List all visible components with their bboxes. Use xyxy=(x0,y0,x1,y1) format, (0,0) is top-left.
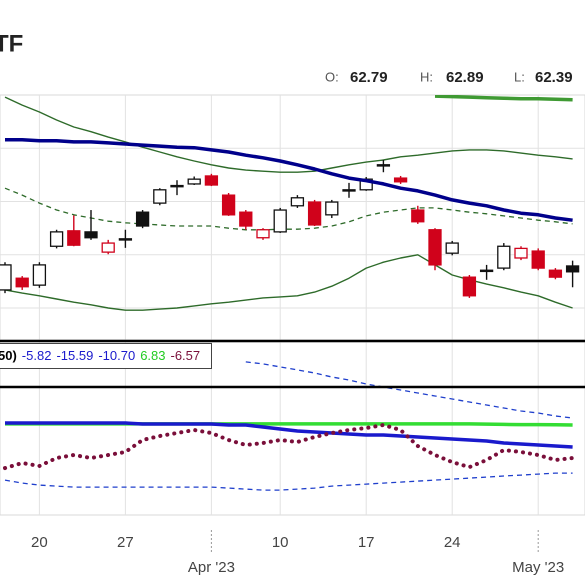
chart-title: TF xyxy=(0,30,23,57)
candle-body xyxy=(565,265,580,273)
candle-body xyxy=(187,178,201,185)
candle-body xyxy=(153,189,167,204)
legend-value: -15.59 xyxy=(56,348,94,363)
candle-body xyxy=(531,250,545,269)
ohlc-value: 62.79 xyxy=(350,69,388,86)
candle-body xyxy=(67,230,81,246)
candle-body xyxy=(497,245,511,269)
x-tick-label: Apr '23 xyxy=(188,559,235,576)
candle-body xyxy=(239,211,253,227)
indicator-line xyxy=(245,361,573,419)
ohlc-value: 62.39 xyxy=(535,69,573,86)
legend-value: 6.83 xyxy=(140,348,166,363)
x-tick-label: 20 xyxy=(31,534,48,551)
legend-value: -5.82 xyxy=(21,348,52,363)
ohlc-label: H: xyxy=(420,69,433,84)
candle-body xyxy=(325,201,339,216)
candle-body xyxy=(445,242,459,254)
indicator-legend: 50) -5.82 -15.59 -10.70 6.83 -6.57 xyxy=(0,343,213,369)
legend-value: -10.70 xyxy=(98,348,136,363)
x-tick-label: May '23 xyxy=(512,559,564,576)
indicator-line xyxy=(5,421,573,449)
overlay-line xyxy=(5,137,573,222)
x-tick-label: 27 xyxy=(117,534,134,551)
price-plot xyxy=(0,95,585,340)
candle-body xyxy=(479,269,494,273)
candle-body xyxy=(118,238,133,241)
candle-body xyxy=(548,269,563,278)
overlay-line xyxy=(4,96,573,173)
candle-body xyxy=(393,177,408,183)
candle-body xyxy=(428,229,442,266)
overlay-line xyxy=(4,187,573,231)
overlay-line xyxy=(434,95,573,102)
candle-body xyxy=(101,242,115,253)
overlay-line xyxy=(4,254,573,311)
candle-body xyxy=(32,264,47,286)
x-tick-label: 24 xyxy=(444,534,461,551)
ohlc-label: L: xyxy=(514,69,525,84)
candle-body xyxy=(221,194,236,216)
candle-body xyxy=(290,197,305,207)
legend-value: -6.57 xyxy=(170,348,201,363)
x-tick-label: 17 xyxy=(358,534,375,551)
candle-body xyxy=(342,189,356,192)
plot-layers: 20 27 Apr '23 10 17 24 May '23 xyxy=(0,95,585,576)
price-panel xyxy=(0,94,585,341)
indicator-line xyxy=(3,423,575,471)
candle-body xyxy=(514,247,528,259)
candle-body xyxy=(84,231,98,239)
legend-prefix: 50) xyxy=(0,348,17,363)
candle-body xyxy=(49,231,64,247)
candle-body xyxy=(204,175,219,186)
candle-body xyxy=(256,229,270,239)
candle-body xyxy=(170,184,184,188)
ohlc-value: 62.89 xyxy=(446,69,484,86)
candle-body xyxy=(15,277,29,288)
ohlc-label: O: xyxy=(325,69,339,84)
candle-body xyxy=(135,211,150,227)
indicator-plot xyxy=(3,342,575,515)
candle-body xyxy=(411,209,425,223)
candle-body xyxy=(273,209,287,233)
indicator-panel xyxy=(0,341,585,516)
candle-body xyxy=(307,201,322,226)
x-tick-label: 10 xyxy=(272,534,289,551)
candle-body xyxy=(462,276,477,297)
candle-body xyxy=(376,164,391,167)
candle-body xyxy=(0,264,12,291)
